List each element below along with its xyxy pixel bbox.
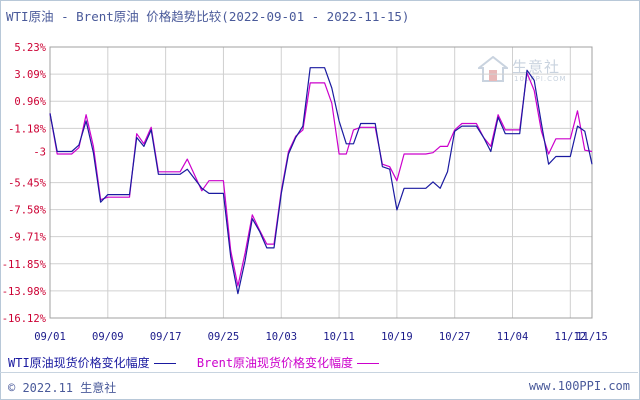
x-tick-label: 10/11 [323,331,355,343]
y-tick-label: -7.58% [8,205,47,217]
y-tick-label: -11.85% [2,259,47,271]
legend-swatch-wti [153,363,176,364]
x-tick-label: 09/25 [208,331,240,343]
y-tick-label: -3 [33,146,46,158]
x-tick-label: 11/15 [576,331,608,343]
x-tick-label: 09/01 [34,331,66,343]
y-tick-label: 3.09% [14,69,46,81]
y-tick-label: 0.96% [14,96,46,108]
series-line-brent [49,72,593,287]
watermark-name: 生意社 [512,58,561,76]
x-tick-label: 11/04 [497,331,529,343]
x-tick-label: 10/03 [265,331,297,343]
footer: © 2022.11 生意社 www.100PPI.com [0,372,638,399]
x-tick-label: 10/27 [439,331,471,343]
x-tick-label: 10/19 [381,331,413,343]
plot-area-border [49,46,593,319]
x-tick-label: 11/12 [555,331,587,343]
x-tick-label: 09/17 [150,331,182,343]
y-tick-label: -1.18% [8,123,47,135]
watermark-logo: 生意社 100PPI.COM [476,55,566,86]
y-tick-label: -16.12% [2,313,47,325]
footer-link[interactable]: www.100PPI.com [528,379,630,393]
legend-label-brent: Brent原油现货价格变化幅度 [196,356,354,370]
y-tick-label: -13.98% [2,286,47,298]
legend-swatch-brent [357,363,380,364]
chart-title: WTI原油 - Brent原油 价格趋势比较(2022-09-01 - 2022… [6,9,410,24]
series-line-wti [49,67,593,295]
house-logo-icon [476,55,510,82]
watermark-sub: 100PPI.COM [514,75,567,83]
footer-copyright: © 2022.11 生意社 [8,381,117,395]
y-tick-label: -9.71% [8,232,47,244]
legend-label-wti: WTI原油现货价格变化幅度 [8,356,150,370]
x-tick-label: 09/09 [92,331,124,343]
legend: WTI原油现货价格变化幅度 Brent原油现货价格变化幅度 [8,354,393,371]
legend-item-brent: Brent原油现货价格变化幅度 [196,354,380,371]
y-tick-label: 5.23% [14,42,46,54]
y-tick-label: -5.45% [8,178,47,190]
legend-item-wti: WTI原油现货价格变化幅度 [8,354,176,371]
